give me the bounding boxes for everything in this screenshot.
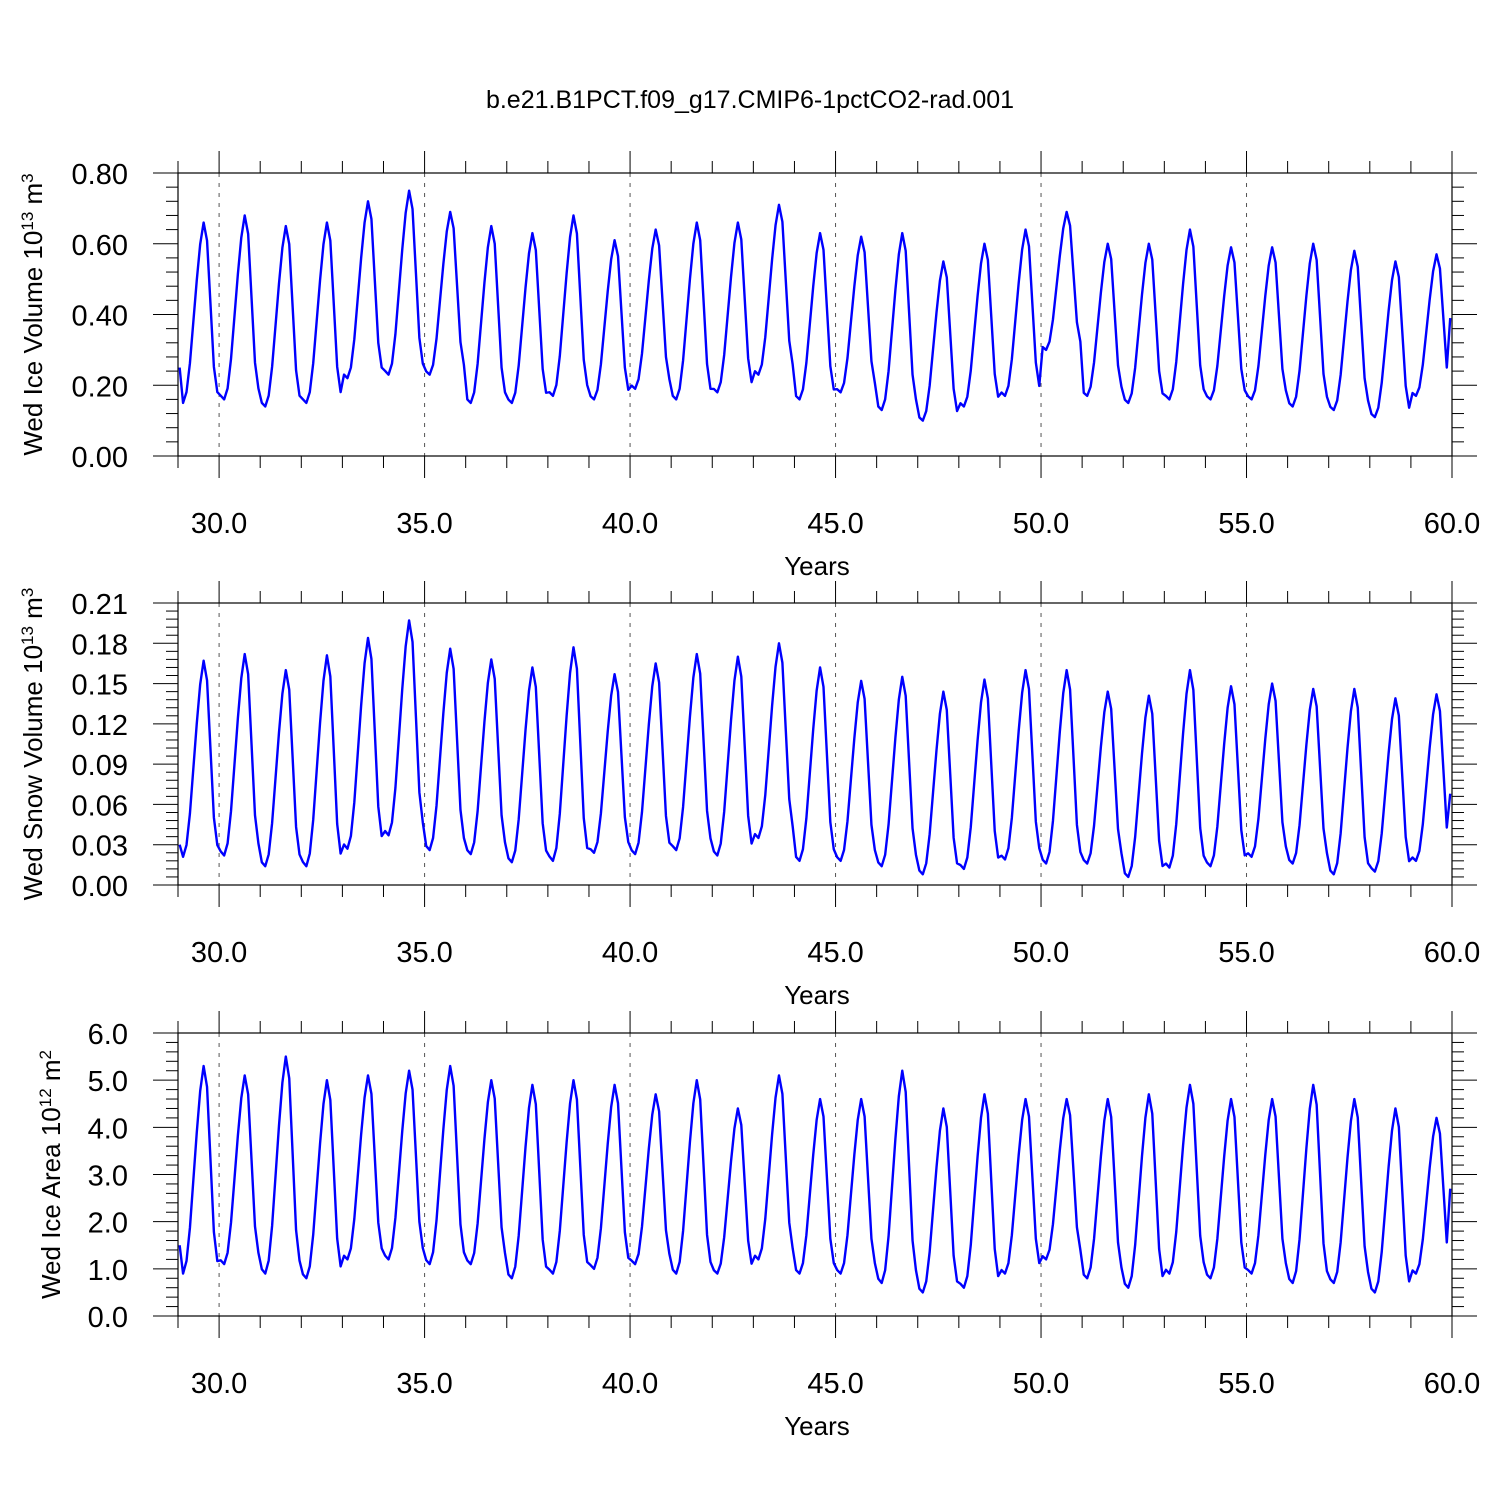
y-tick-label: 0.00: [72, 442, 128, 474]
y-axis-label: Wed Ice Volume 1013 m3: [18, 173, 49, 455]
x-tick-label: 45.0: [807, 508, 863, 540]
x-axis-label: Years: [784, 1411, 850, 1441]
chart-panel-1: 30.0 35.0 40.0 45.0 50.0 55.0 60.0 0.00 0.20 0.40…: [18, 151, 1480, 581]
x-tick-label: 45.0: [807, 937, 863, 969]
y-tick-label: 0.15: [72, 670, 128, 702]
series-line: [178, 619, 1452, 879]
y-tick-label: 2.0: [88, 1208, 128, 1240]
series-line: [178, 189, 1452, 422]
x-tick-label: 30.0: [191, 937, 247, 969]
chart-panels: 30.0 35.0 40.0 45.0 50.0 55.0 60.00.000.200.40…: [18, 151, 1480, 1441]
y-axis-label: Wed Ice Area 1012 m2: [36, 1050, 67, 1299]
x-tick-label: 35.0: [396, 937, 452, 969]
x-tick-label: 60.0: [1424, 1368, 1480, 1400]
x-tick-label: 60.0: [1424, 508, 1480, 540]
y-axis-label-exponent: 3: [18, 588, 37, 597]
x-tick-label: 30.0: [191, 1368, 247, 1400]
y-axis-label: Wed Snow Volume 1013 m3: [18, 588, 49, 901]
series-line: [178, 1055, 1452, 1294]
y-tick-label: 0.18: [72, 629, 128, 661]
x-axis-label: Years: [784, 551, 850, 581]
y-tick-label: 0.80: [72, 159, 128, 191]
y-tick-label: 0.60: [72, 230, 128, 262]
x-tick-label: 60.0: [1424, 937, 1480, 969]
y-axis-label-part: Wed Ice Area 10: [36, 1107, 66, 1299]
x-tick-label: 40.0: [602, 937, 658, 969]
y-axis-label-part: Wed Ice Volume 10: [18, 231, 48, 456]
x-tick-label: 35.0: [396, 1368, 452, 1400]
y-tick-label: 0.12: [72, 710, 128, 742]
x-tick-label: 55.0: [1218, 508, 1274, 540]
x-tick-label: 45.0: [807, 1368, 863, 1400]
y-axis-label-exponent: 2: [36, 1050, 55, 1059]
y-axis-label-part: m: [36, 1059, 66, 1088]
y-axis-label-exponent: 12: [36, 1088, 55, 1107]
chart-panel-2: 30.0 35.0 40.0 45.0 50.0 55.0 60.0 0.00 0.03 0.06…: [18, 581, 1480, 1010]
y-tick-label: 0.09: [72, 750, 128, 782]
x-tick-label: 35.0: [396, 508, 452, 540]
y-axis-label-exponent: 3: [18, 173, 37, 182]
y-axis-label-part: m: [18, 183, 48, 212]
x-tick-label: 40.0: [602, 508, 658, 540]
x-tick-label: 50.0: [1013, 1368, 1069, 1400]
x-tick-label: 40.0: [602, 1368, 658, 1400]
y-tick-label: 0.40: [72, 301, 128, 333]
chart-panel-3: 30.0 35.0 40.0 45.0 50.0 55.0 60.0 0.0 1.0 2.0 3.0…: [36, 1011, 1480, 1441]
y-axis-label-exponent: 13: [18, 212, 37, 231]
y-tick-label: 0.06: [72, 790, 128, 822]
plot-frame: [177, 602, 1453, 886]
x-tick-label: 55.0: [1218, 937, 1274, 969]
y-axis-label-exponent: 13: [18, 626, 37, 645]
y-axis-label-part: Wed Snow Volume 10: [18, 645, 48, 900]
y-tick-label: 0.03: [72, 831, 128, 863]
x-tick-label: 30.0: [191, 508, 247, 540]
plot-frame: [177, 172, 1453, 457]
x-tick-label: 50.0: [1013, 937, 1069, 969]
y-tick-label: 5.0: [88, 1066, 128, 1098]
y-tick-label: 0.00: [72, 871, 128, 903]
y-tick-label: 1.0: [88, 1255, 128, 1287]
y-tick-label: 4.0: [88, 1113, 128, 1145]
figure-title: b.e21.B1PCT.f09_g17.CMIP6-1pctCO2-rad.00…: [486, 86, 1014, 114]
y-tick-label: 3.0: [88, 1161, 128, 1193]
y-tick-label: 0.21: [72, 589, 128, 621]
y-tick-label: 0.0: [88, 1302, 128, 1334]
y-axis-label-part: m: [18, 597, 48, 626]
x-tick-label: 50.0: [1013, 508, 1069, 540]
x-tick-label: 55.0: [1218, 1368, 1274, 1400]
y-tick-label: 0.20: [72, 371, 128, 403]
x-axis-label: Years: [784, 980, 850, 1010]
y-tick-label: 6.0: [88, 1019, 128, 1051]
